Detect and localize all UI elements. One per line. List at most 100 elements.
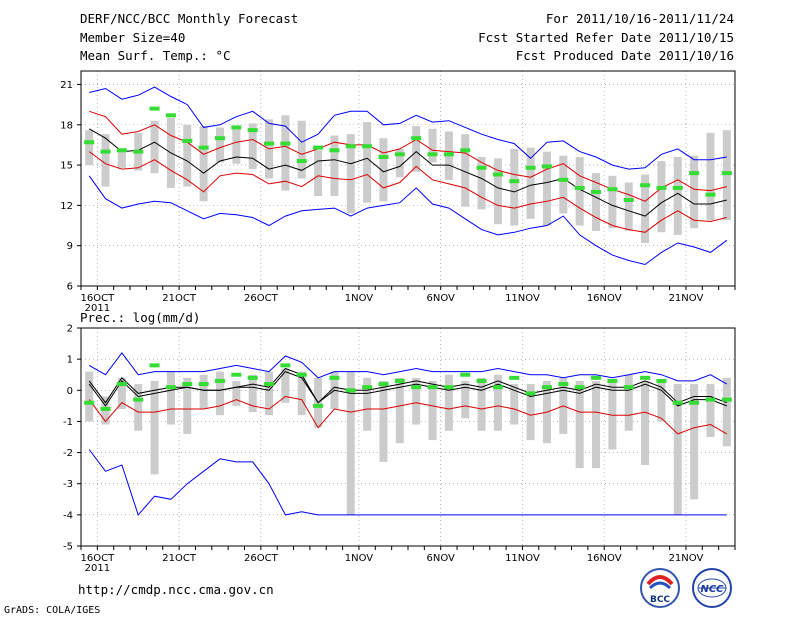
temp-obs-marker: [607, 187, 618, 192]
prec-ytick-label: 0: [67, 386, 73, 397]
temp-xtick-label: 21NOV: [669, 293, 704, 304]
prec-xtick-label: 1NOV: [345, 553, 374, 564]
temp-obs-marker: [182, 138, 193, 143]
prec-box: [363, 377, 372, 431]
temp-box: [722, 130, 731, 221]
temp-box: [85, 130, 94, 166]
prec-obs-marker: [509, 375, 520, 380]
prec-obs-marker: [558, 382, 569, 387]
prec-box: [477, 377, 486, 431]
temp-box: [690, 155, 699, 229]
temp-obs-marker: [165, 113, 176, 118]
temp-obs-marker: [574, 185, 585, 190]
temp-xtick-label: 16NOV: [587, 293, 622, 304]
prec-series-lower: [88, 395, 728, 435]
prec-obs-marker: [411, 385, 422, 390]
prec-xtick-year: 2011: [85, 563, 110, 574]
prec-ytick-label: -5: [63, 542, 73, 553]
prec-obs-marker: [247, 375, 258, 380]
temp-xtick-label: 26OCT: [244, 293, 279, 304]
forecast-start-date: Fcst Started Refer Date 2011/10/15: [478, 30, 734, 45]
temp-obs-marker: [509, 179, 520, 184]
prec-xtick-label: 16NOV: [587, 553, 622, 564]
prec-box: [166, 371, 175, 425]
temp-obs-marker: [378, 155, 389, 159]
temp-box: [575, 157, 584, 226]
temp-box: [657, 161, 666, 233]
temp-obs-marker: [525, 165, 536, 170]
prec-series-min: [88, 449, 727, 516]
bcc-logo: BCC: [640, 568, 680, 608]
prec-box: [183, 377, 192, 434]
prec-obs-marker: [116, 382, 127, 387]
temp-box: [346, 134, 355, 214]
prec-box: [199, 374, 208, 409]
prec-box: [624, 374, 633, 431]
prec-obs-marker: [623, 385, 634, 390]
temp-box: [363, 122, 372, 203]
source-url[interactable]: http://cmdp.ncc.cma.gov.cn: [78, 582, 274, 597]
prec-obs-marker: [329, 375, 340, 380]
prec-obs-marker: [264, 382, 275, 387]
temp-box: [428, 128, 437, 163]
temp-obs-marker: [247, 128, 258, 133]
prec-ytick-label: -4: [63, 510, 73, 521]
prec-box: [722, 377, 731, 447]
temp-box: [608, 175, 617, 229]
prec-box: [706, 384, 715, 437]
temp-box: [526, 147, 535, 219]
prec-obs-marker: [198, 382, 209, 387]
temp-box: [248, 123, 257, 170]
prec-obs-marker: [705, 397, 716, 402]
temp-ytick-label: 15: [60, 161, 73, 172]
temp-obs-marker: [411, 136, 422, 141]
temp-obs-marker: [394, 152, 405, 157]
temp-obs-marker: [329, 148, 340, 153]
prec-box: [428, 380, 437, 441]
temp-obs-marker: [689, 171, 700, 176]
temp-xtick-label: 16OCT: [81, 293, 116, 304]
prec-obs-marker: [443, 385, 454, 390]
temp-obs-marker: [198, 145, 209, 150]
prec-box: [673, 384, 682, 515]
prec-obs-marker: [165, 385, 176, 390]
prec-ytick-label: -1: [63, 417, 73, 428]
prec-obs-marker: [607, 378, 618, 383]
temp-box: [395, 148, 404, 178]
prec-box: [379, 380, 388, 462]
temp-obs-marker: [460, 148, 471, 153]
prec-box: [134, 384, 143, 431]
prec-obs-marker: [640, 375, 651, 380]
temp-xtick-label: 6NOV: [427, 293, 456, 304]
prec-obs-marker: [214, 378, 225, 383]
prec-box: [117, 377, 126, 409]
prec-obs-marker: [313, 403, 324, 408]
prec-box: [657, 380, 666, 422]
prec-ytick-label: -3: [63, 479, 73, 490]
temp-box: [215, 127, 224, 163]
temp-xtick-year: 2011: [85, 303, 110, 314]
temp-box: [150, 120, 159, 174]
prec-obs-marker: [427, 385, 438, 390]
temp-obs-marker: [492, 172, 503, 177]
prec-xtick-label: 21OCT: [162, 553, 197, 564]
temp-box: [314, 150, 323, 196]
prec-obs-marker: [362, 385, 373, 390]
temp-box: [330, 135, 339, 196]
temp-obs-marker: [558, 177, 569, 182]
prec-box: [265, 371, 274, 416]
temp-obs-marker: [264, 141, 275, 146]
grads-credit: GrADS: COLA/IGES: [4, 605, 101, 616]
temp-box: [559, 155, 568, 214]
temp-box: [510, 148, 519, 226]
logos: BCC NCC: [640, 568, 732, 608]
temp-box: [297, 120, 306, 179]
temp-obs-marker: [133, 149, 144, 154]
prec-box: [461, 380, 470, 419]
prec-box: [281, 368, 290, 403]
variable-label: Mean Surf. Temp.: °C: [80, 48, 231, 63]
temp-box: [232, 127, 241, 164]
temp-box: [641, 174, 650, 243]
prec-obs-marker: [280, 363, 291, 368]
